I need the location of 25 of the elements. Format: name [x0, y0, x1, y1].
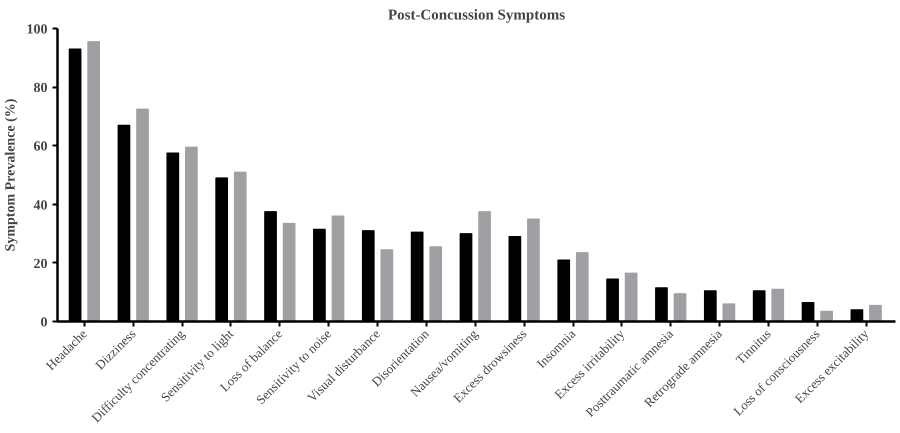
- chart-title: Post-Concussion Symptoms: [388, 8, 566, 24]
- bar: [722, 303, 736, 322]
- bar: [136, 108, 149, 322]
- bar: [674, 293, 686, 322]
- y-tick-label: 100: [26, 22, 48, 38]
- y-tick-label: 40: [34, 198, 48, 214]
- bar: [576, 252, 589, 322]
- y-tick-label: 20: [34, 256, 48, 272]
- bar: [771, 288, 784, 322]
- bar: [624, 272, 638, 322]
- bar: [478, 211, 491, 322]
- bar: [87, 41, 100, 322]
- bar: [429, 246, 442, 322]
- bar: [869, 304, 882, 322]
- bar: [234, 172, 247, 322]
- y-axis-title: Symptom Prevalence (%): [4, 98, 18, 252]
- bar: [185, 146, 198, 322]
- bar: [380, 249, 394, 322]
- bar: [332, 216, 344, 322]
- y-tick-label: 60: [34, 140, 48, 155]
- bar: [282, 222, 296, 322]
- bar: [820, 310, 833, 322]
- y-tick-label: 0: [40, 316, 48, 330]
- bar: [527, 218, 540, 322]
- y-tick-label: 80: [34, 81, 48, 96]
